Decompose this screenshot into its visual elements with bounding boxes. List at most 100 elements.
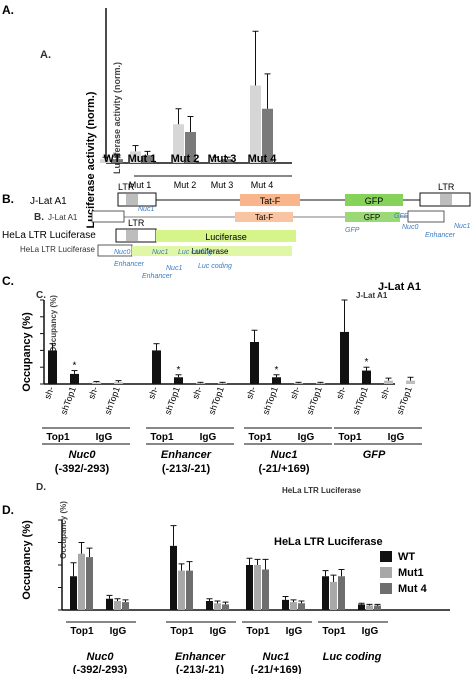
panel-c-y-axis (40, 299, 45, 385)
panel-d-bar-igg (114, 601, 121, 610)
panel-d-label: D. (2, 503, 14, 517)
panel-c-significance: * (275, 365, 279, 376)
construct-jlat-ltr-left-fill (126, 194, 138, 205)
panel-d-region-range: (-21/+169) (250, 664, 301, 674)
panel-c-bar-label: sh- (288, 385, 302, 400)
panel-c-bar-label: sh- (190, 385, 204, 400)
panel-d-bar-top1 (170, 545, 177, 610)
primer-enhancer: Enhancer (114, 261, 145, 268)
panel-d-legend-swatch (380, 551, 392, 562)
panel-a-cat-mut3: Mut 3 (208, 153, 237, 165)
construct-hela-ghost-luciferase-label: Luciferase (192, 247, 229, 256)
construct-jlat-ghost-tatf-label: Tat-F (255, 213, 273, 222)
panel-a-cat-wt: WT (103, 153, 120, 165)
panel-b-label: B. (2, 192, 14, 206)
panel-c-title: J-Lat A1 (378, 281, 421, 293)
panel-d-legend-label: WT (398, 551, 415, 563)
construct-jlat-ghost-ltr-right (407, 210, 445, 223)
primer-enhancer-right: Enhancer (425, 232, 456, 239)
panel-d-bar-igg (206, 601, 213, 610)
primer-nuc0-right: Nuc0 (402, 224, 418, 231)
panel-d-bar-top1 (254, 565, 261, 610)
panel-c-bar (70, 373, 79, 384)
panel-c-bar (272, 377, 281, 384)
panel-d-bar-igg (298, 603, 305, 610)
panel-c-bar-label: sh- (244, 385, 258, 400)
panel-d-bar-top1 (86, 557, 93, 610)
panel-c-bars: * * * * (48, 299, 415, 384)
panel-c-antibody-igg: IgG (96, 432, 113, 443)
panel-a: A. A. Luciferase activity (norm.) Lucife… (2, 3, 292, 228)
construct-jlat-gfp-label: GFP (365, 196, 384, 206)
panel-d-legend-label: Mut 4 (398, 583, 428, 595)
panel-a-cat-mut1-sub: Mut 1 (129, 180, 152, 190)
panel-d-bar-igg (366, 605, 373, 610)
panel-c: C. C. J-Lat A1 J-Lat A1 Occupancy (%) Oc… (2, 274, 422, 475)
panel-d-region-name: Nuc0 (87, 651, 115, 663)
panel-c-bar (152, 350, 161, 384)
construct-jlat-name-ghost: J-Lat A1 (48, 213, 78, 222)
panel-c-bar (316, 383, 325, 384)
panel-c-bar-label: shTop1 (103, 385, 122, 416)
panel-c-antibody-igg: IgG (388, 432, 405, 443)
panel-d-bar-top1 (186, 570, 193, 610)
panel-c-bar (218, 383, 227, 384)
panel-d-antibody-top1: Top1 (70, 626, 94, 637)
panel-d-antibody-igg: IgG (362, 626, 379, 637)
panel-a-bar (142, 155, 153, 163)
panel-c-bar-label: sh- (334, 385, 348, 400)
construct-hela-primers: Nuc0 Nuc1 Enhancer Enhancer Nuc1 Luc cod… (114, 249, 232, 280)
panel-a-bar (173, 124, 184, 163)
construct-hela-luciferase-label: Luciferase (205, 232, 247, 242)
panel-d-bar-igg (282, 599, 289, 610)
panel-d: D. D. HeLa LTR Luciferase HeLa LTR Lucif… (2, 482, 450, 674)
panel-d-bar-top1 (338, 576, 345, 610)
construct-jlat-ghost-tatf (235, 212, 293, 222)
panel-d-bar-top1 (330, 581, 337, 610)
construct-jlat-ltr-right-fill (440, 194, 452, 205)
panel-d-antibody-top1: Top1 (322, 626, 346, 637)
panel-c-bar-label: sh- (86, 385, 100, 400)
panel-d-bar-igg (122, 602, 129, 610)
panel-c-antibody-top1: Top1 (46, 432, 70, 443)
panel-d-y-axis (58, 519, 63, 611)
primer-nuc1-jlat: Nuc1 (138, 206, 154, 213)
panel-c-region-name: Nuc0 (69, 449, 97, 461)
panel-d-region-name: Enhancer (175, 651, 226, 663)
panel-c-bar (384, 380, 393, 384)
panel-d-bar-igg (290, 602, 297, 610)
panel-c-label: C. (2, 274, 14, 288)
panel-d-antibody-igg: IgG (286, 626, 303, 637)
panel-a-categories: WT Mut 1 Mut 2 Mut 3 Mut 4 Mut 1 Mut 2 M… (103, 153, 292, 190)
panel-c-region-range: (-21/+169) (258, 463, 309, 475)
panel-d-ylabel: Occupancy (%) (21, 520, 33, 600)
construct-jlat-ltr-right-label: LTR (438, 182, 455, 192)
panel-a-cat-mut4: Mut 4 (248, 153, 278, 165)
primer-gfp-ghost: GFP (394, 213, 409, 220)
construct-hela-ltr-fill (126, 230, 138, 241)
panel-c-ylabel-ghost: Occupancy (%) (49, 295, 58, 353)
panel-c-bar-label: shTop1 (163, 385, 182, 416)
panel-c-label-ghost: C. (36, 290, 46, 301)
panel-c-bar-label: shTop1 (207, 385, 226, 416)
panel-d-label-ghost: D. (36, 482, 46, 493)
panel-c-ylabel: Occupancy (%) (21, 312, 33, 392)
panel-c-title-ghost: J-Lat A1 (356, 291, 388, 300)
panel-a-ylabel: Luciferase activity (norm.) (85, 91, 97, 228)
panel-a-cat-mut2: Mut 2 (171, 153, 200, 165)
panel-d-bar-igg (222, 604, 229, 610)
construct-hela-ltr-label: LTR (128, 218, 145, 228)
primer-nuc1-ghost: Nuc1 (166, 265, 182, 272)
primer-luc-coding-ghost: Luc coding (198, 263, 232, 270)
panel-d-bars (70, 525, 381, 610)
primer-nuc0: Nuc0 (114, 249, 130, 256)
panel-c-bar (340, 331, 349, 384)
construct-hela-name: HeLa LTR Luciferase (2, 230, 96, 241)
construct-jlat-tatf (240, 194, 300, 206)
panel-c-region-range: (-213/-21) (162, 463, 211, 475)
construct-jlat-primers: Nuc1 Nuc1 Enhancer GFP Nuc0 GFP (138, 206, 470, 239)
panel-d-title: HeLa LTR Luciferase (274, 536, 383, 548)
